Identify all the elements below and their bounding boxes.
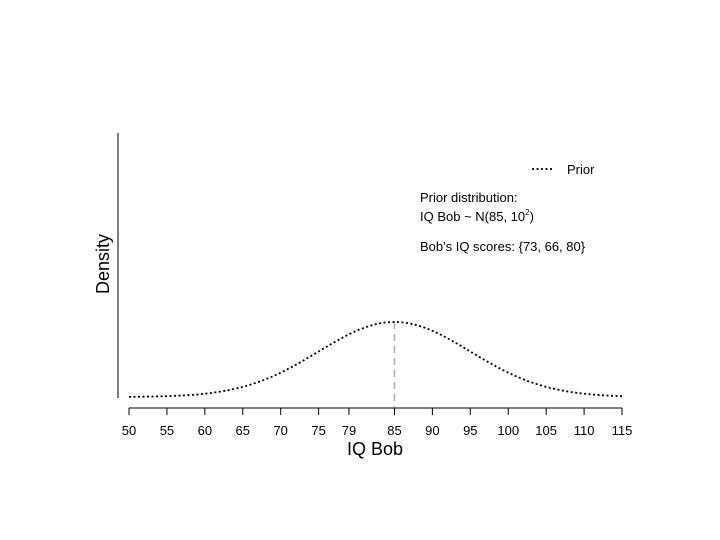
- x-tick-label: 75: [311, 423, 325, 438]
- x-tick-label: 105: [535, 423, 557, 438]
- legend-prior-label: Prior: [567, 162, 595, 177]
- x-tick-label: 79: [342, 423, 356, 438]
- prior-heading-text: Prior distribution:: [420, 190, 518, 205]
- x-tick-label: 85: [387, 423, 401, 438]
- y-axis-title: Density: [93, 234, 113, 294]
- legend: Prior: [532, 162, 595, 177]
- x-tick-label: 70: [273, 423, 287, 438]
- x-tick-label: 50: [122, 423, 136, 438]
- x-tick-label: 90: [425, 423, 439, 438]
- x-tick-label: 60: [198, 423, 212, 438]
- prior-formula-text: IQ Bob ~ N(85, 102): [420, 208, 534, 224]
- x-tick-label: 100: [497, 423, 519, 438]
- x-tick-label: 55: [160, 423, 174, 438]
- x-tick-label: 65: [236, 423, 250, 438]
- scores-text: Bob's IQ scores: {73, 66, 80}: [420, 239, 586, 254]
- x-axis-title: IQ Bob: [347, 439, 403, 459]
- x-tick-label: 110: [574, 423, 595, 438]
- prior-density-curve: [128, 321, 623, 398]
- x-axis-ticks: 50 55 60 65 70 75 79 85 90 95 100 105 110 115: [122, 408, 633, 438]
- x-tick-label: 95: [463, 423, 477, 438]
- x-tick-label: 115: [612, 423, 633, 438]
